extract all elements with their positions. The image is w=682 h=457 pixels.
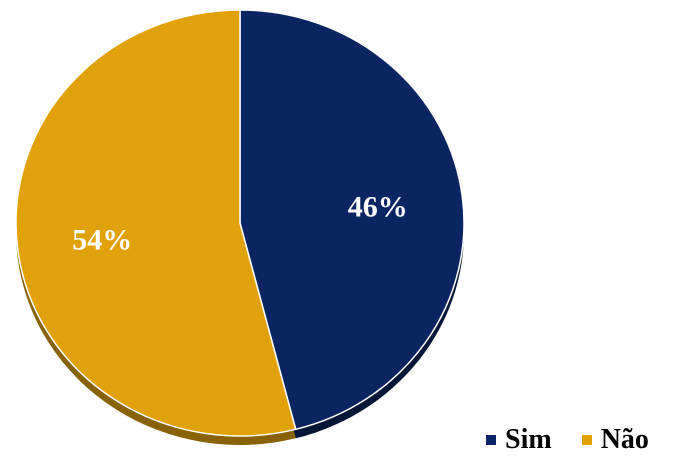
pie-labels: 46% 54%	[72, 190, 408, 256]
legend-item-nao: Não	[581, 424, 649, 455]
legend-label-nao: Não	[600, 424, 649, 455]
legend-swatch-nao	[581, 435, 592, 445]
pie-slices	[15, 9, 465, 437]
pie-slice-sim	[239, 9, 465, 431]
legend-item-sim: Sim	[486, 426, 552, 454]
pie-slice-no	[15, 9, 297, 437]
legend: Sim Não	[486, 426, 649, 454]
pie-label-sim: 46%	[348, 190, 408, 223]
pie-label-no: 54%	[72, 224, 132, 257]
legend-label-sim: Sim	[505, 424, 552, 455]
legend-swatch-sim	[486, 435, 496, 445]
